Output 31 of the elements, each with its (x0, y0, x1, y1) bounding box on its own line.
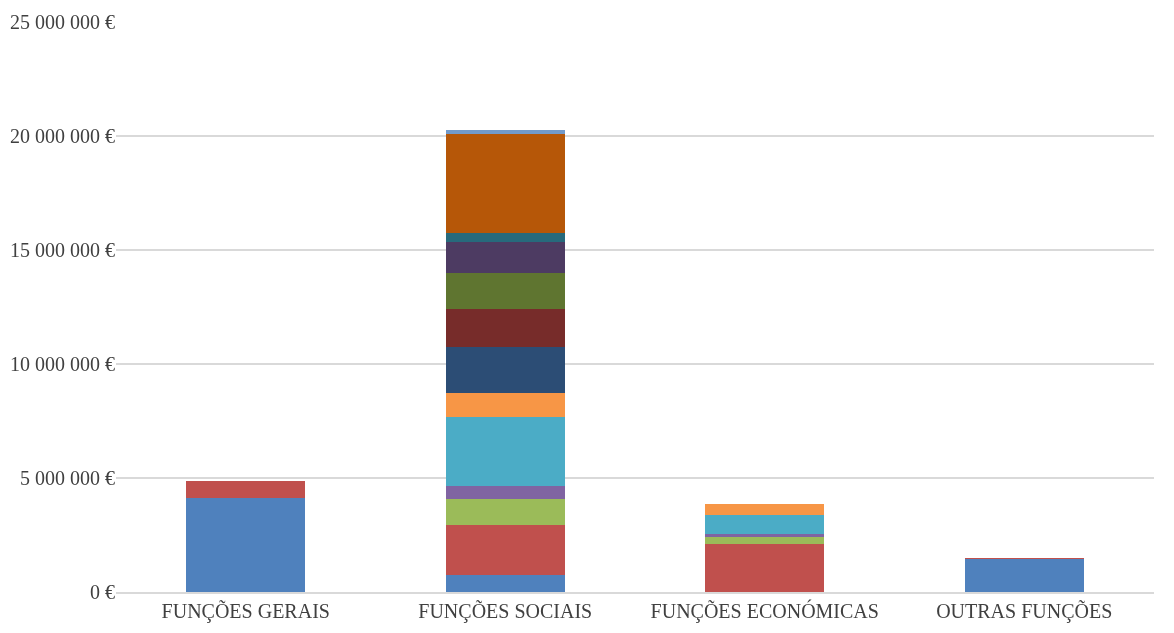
x-tick-label: FUNÇÕES SOCIAIS (418, 599, 593, 623)
y-tick-label: 10 000 000 € (10, 353, 115, 375)
x-tick-label: FUNÇÕES GERAIS (161, 599, 330, 623)
bar (186, 481, 306, 498)
bar (445, 133, 565, 233)
bar (445, 347, 565, 393)
bar (445, 392, 565, 417)
bar (445, 498, 565, 526)
y-tick-label: 0 € (90, 581, 115, 603)
bar (186, 497, 306, 592)
bar (445, 272, 565, 309)
bar (964, 558, 1084, 592)
bar (445, 242, 565, 273)
y-tick-label: 20 000 000 € (10, 125, 115, 147)
bar (705, 533, 825, 537)
y-tick-label: 5 000 000 € (20, 467, 115, 489)
y-tick-label: 15 000 000 € (10, 239, 115, 261)
bar (445, 308, 565, 348)
bar (705, 543, 825, 592)
x-tick-label: OUTRAS FUNÇÕES (936, 599, 1113, 623)
bar (445, 525, 565, 575)
bar (445, 129, 565, 134)
x-tick-label: FUNÇÕES ECONÓMICAS (650, 599, 879, 623)
bar (445, 416, 565, 487)
bar (705, 536, 825, 544)
bar (445, 486, 565, 499)
bar (705, 515, 825, 534)
bar (445, 232, 565, 243)
y-tick-label: 25 000 000 € (10, 11, 115, 33)
bar (705, 503, 825, 516)
bar (445, 574, 565, 592)
